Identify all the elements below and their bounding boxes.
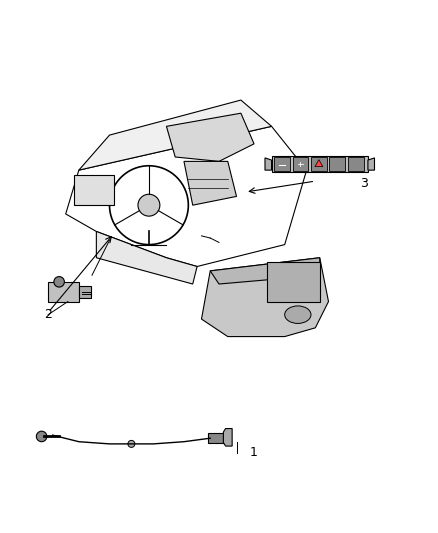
FancyBboxPatch shape — [272, 156, 368, 172]
Polygon shape — [79, 100, 272, 170]
FancyBboxPatch shape — [48, 282, 79, 302]
FancyBboxPatch shape — [311, 157, 327, 171]
Polygon shape — [201, 258, 328, 336]
Text: 3: 3 — [360, 177, 367, 190]
Polygon shape — [265, 158, 272, 170]
Circle shape — [128, 440, 135, 447]
FancyBboxPatch shape — [267, 262, 320, 302]
Polygon shape — [315, 159, 323, 167]
FancyBboxPatch shape — [293, 157, 308, 171]
Polygon shape — [210, 258, 320, 284]
Text: 1: 1 — [250, 446, 258, 459]
FancyBboxPatch shape — [274, 157, 290, 171]
FancyBboxPatch shape — [79, 286, 91, 298]
Circle shape — [36, 431, 47, 442]
Circle shape — [54, 277, 64, 287]
Polygon shape — [96, 231, 197, 284]
FancyBboxPatch shape — [329, 157, 345, 171]
Polygon shape — [368, 158, 374, 170]
FancyBboxPatch shape — [208, 433, 226, 443]
Ellipse shape — [285, 306, 311, 324]
Polygon shape — [184, 161, 237, 205]
FancyBboxPatch shape — [348, 157, 364, 171]
Polygon shape — [166, 113, 254, 161]
Circle shape — [138, 194, 160, 216]
FancyBboxPatch shape — [74, 174, 114, 205]
Polygon shape — [223, 429, 232, 446]
Text: 2: 2 — [44, 308, 52, 321]
